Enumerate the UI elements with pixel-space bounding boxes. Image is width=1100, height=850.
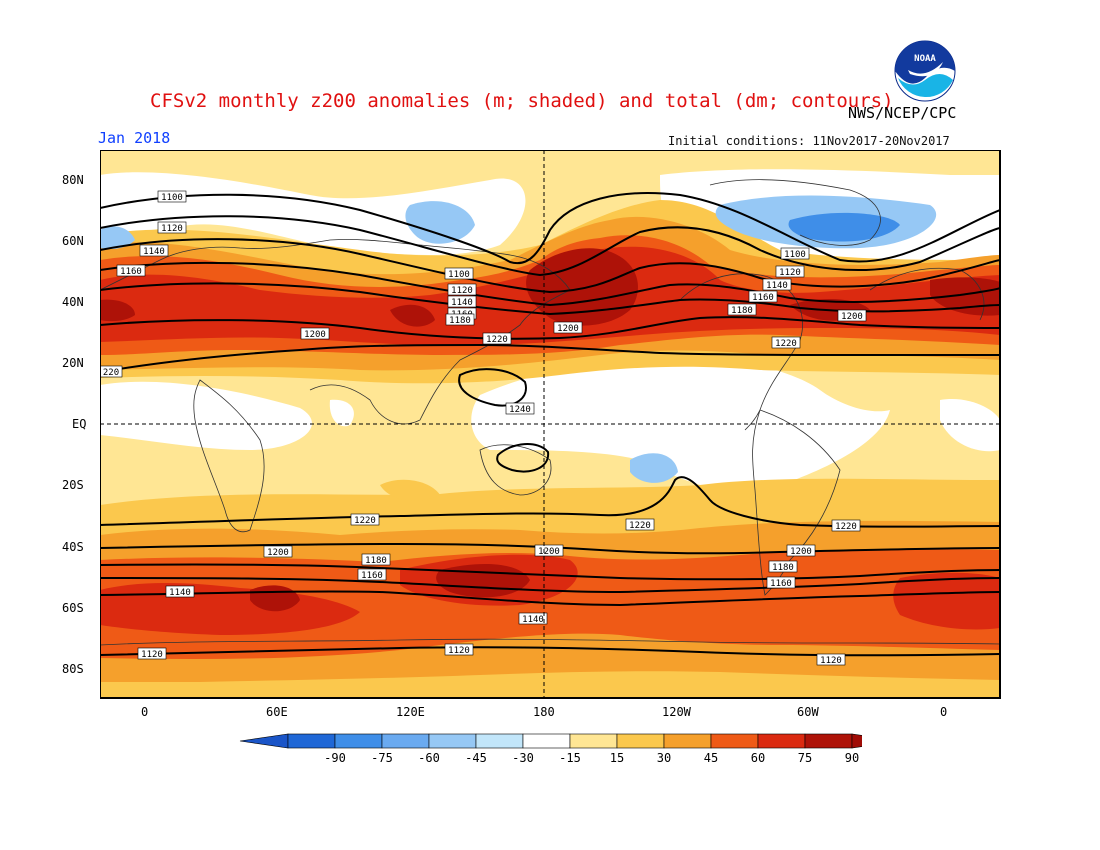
contour-label: 1160 — [361, 571, 383, 581]
contour-label: 1220 — [629, 521, 651, 531]
contour-label: 220 — [103, 368, 119, 378]
colorbar-tick-label: 90 — [845, 751, 859, 765]
lat-label: 80N — [62, 173, 84, 187]
contour-label: 1160 — [120, 267, 142, 277]
agency-label: NWS/NCEP/CPC — [848, 104, 957, 122]
colorbar-tick-label: 60 — [751, 751, 765, 765]
lon-label: 120E — [396, 705, 425, 719]
lon-label: 180 — [533, 705, 555, 719]
colorbar-swatch — [334, 733, 383, 749]
contour-label: 1140 — [451, 298, 473, 308]
contour-label: 1200 — [790, 547, 812, 557]
colorbar-swatch — [616, 733, 665, 749]
contour-label: 1120 — [820, 656, 842, 666]
lon-label: 60W — [797, 705, 819, 719]
lat-label: EQ — [72, 417, 87, 431]
lat-label: 60N — [62, 234, 84, 248]
contour-label: 1160 — [770, 579, 792, 589]
contour-label: 1220 — [354, 516, 376, 526]
contour-label: 1180 — [731, 306, 753, 316]
lon-label: 0 — [141, 705, 149, 719]
colorbar-tick-label: 30 — [657, 751, 671, 765]
forecast-period: Jan 2018 — [98, 129, 171, 147]
colorbar-swatch — [569, 733, 618, 749]
coastlines — [100, 179, 1000, 646]
contour-label: 1120 — [161, 224, 183, 234]
lon-label: 60E — [266, 705, 288, 719]
lat-label: 40N — [62, 295, 84, 309]
contour-label: 1200 — [538, 547, 560, 557]
contour-label: 1140 — [143, 247, 165, 257]
contour-label: 1140 — [522, 615, 544, 625]
logo-text: NOAA — [914, 54, 936, 64]
contour-label: 1220 — [486, 335, 508, 345]
colorbar-swatch — [663, 733, 712, 749]
colorbar-tick-label: 45 — [704, 751, 718, 765]
colorbar-tick-label: 75 — [798, 751, 812, 765]
colorbar-swatch — [804, 733, 853, 749]
contour-labels-sh: 1220 1220 1220 1200 1180 1160 1140 1200 … — [137, 513, 861, 666]
anomaly-negative-regions — [100, 195, 937, 483]
contour-label: 1160 — [752, 293, 774, 303]
colorbar-tick-label: -45 — [465, 751, 487, 765]
contour-label: 1200 — [304, 330, 326, 340]
colorbar-tick-label: -75 — [371, 751, 393, 765]
lat-label: 20S — [62, 478, 84, 492]
contour-label: 1100 — [448, 270, 470, 280]
contour-label: 1120 — [779, 268, 801, 278]
colorbar-swatch — [522, 733, 571, 749]
colorbar-swatch — [710, 733, 759, 749]
contour-label: 1180 — [365, 556, 387, 566]
lat-label: 20N — [62, 356, 84, 370]
height-contours — [100, 192, 1000, 657]
lon-label: 120W — [662, 705, 691, 719]
contour-label: 1120 — [451, 286, 473, 296]
colorbar-tick-label: -15 — [559, 751, 581, 765]
colorbar-tick-label: -30 — [512, 751, 534, 765]
contour-label: 1140 — [169, 588, 191, 598]
lat-label: 60S — [62, 601, 84, 615]
colorbar-tick-label: 15 — [610, 751, 624, 765]
map-panel: 1100 1120 1140 1160 1100 1120 1140 1160 … — [100, 150, 1001, 699]
colorbar-high-arrow — [851, 733, 862, 749]
map-frame — [100, 150, 1001, 699]
noaa-logo: NOAA — [894, 40, 956, 102]
colorbar-low-arrow — [239, 733, 289, 749]
colorbar-swatch — [428, 733, 477, 749]
contour-label: 1200 — [841, 312, 863, 322]
colorbar-swatch — [287, 733, 336, 749]
contour-label: 1200 — [557, 324, 579, 334]
initial-conditions: Initial conditions: 11Nov2017-20Nov2017 — [668, 134, 950, 148]
contour-label: 1100 — [161, 193, 183, 203]
contour-label: 1200 — [267, 548, 289, 558]
contour-label: 1100 — [784, 250, 806, 260]
colorbar-swatch — [757, 733, 806, 749]
colorbar: -90 -75 -60 -45 -30 -15 15 30 45 60 75 90 — [239, 733, 862, 765]
contour-labels-nh: 1100 1120 1140 1160 1100 1120 1140 1160 … — [100, 190, 867, 415]
chart-title: CFSv2 monthly z200 anomalies (m; shaded)… — [150, 90, 894, 112]
contour-label: 1180 — [449, 316, 471, 326]
contour-label: 1120 — [141, 650, 163, 660]
contour-label: 1240 — [509, 405, 531, 415]
contour-label: 1140 — [766, 281, 788, 291]
lat-label: 40S — [62, 540, 84, 554]
lon-label: 0 — [940, 705, 948, 719]
contour-label: 1220 — [775, 339, 797, 349]
contour-label: 1220 — [835, 522, 857, 532]
colorbar-swatch — [475, 733, 524, 749]
colorbar-tick-label: -60 — [418, 751, 440, 765]
lat-label: 80S — [62, 662, 84, 676]
colorbar-tick-label: -90 — [324, 751, 346, 765]
contour-label: 1120 — [448, 646, 470, 656]
colorbar-swatch — [381, 733, 430, 749]
contour-label: 1180 — [772, 563, 794, 573]
